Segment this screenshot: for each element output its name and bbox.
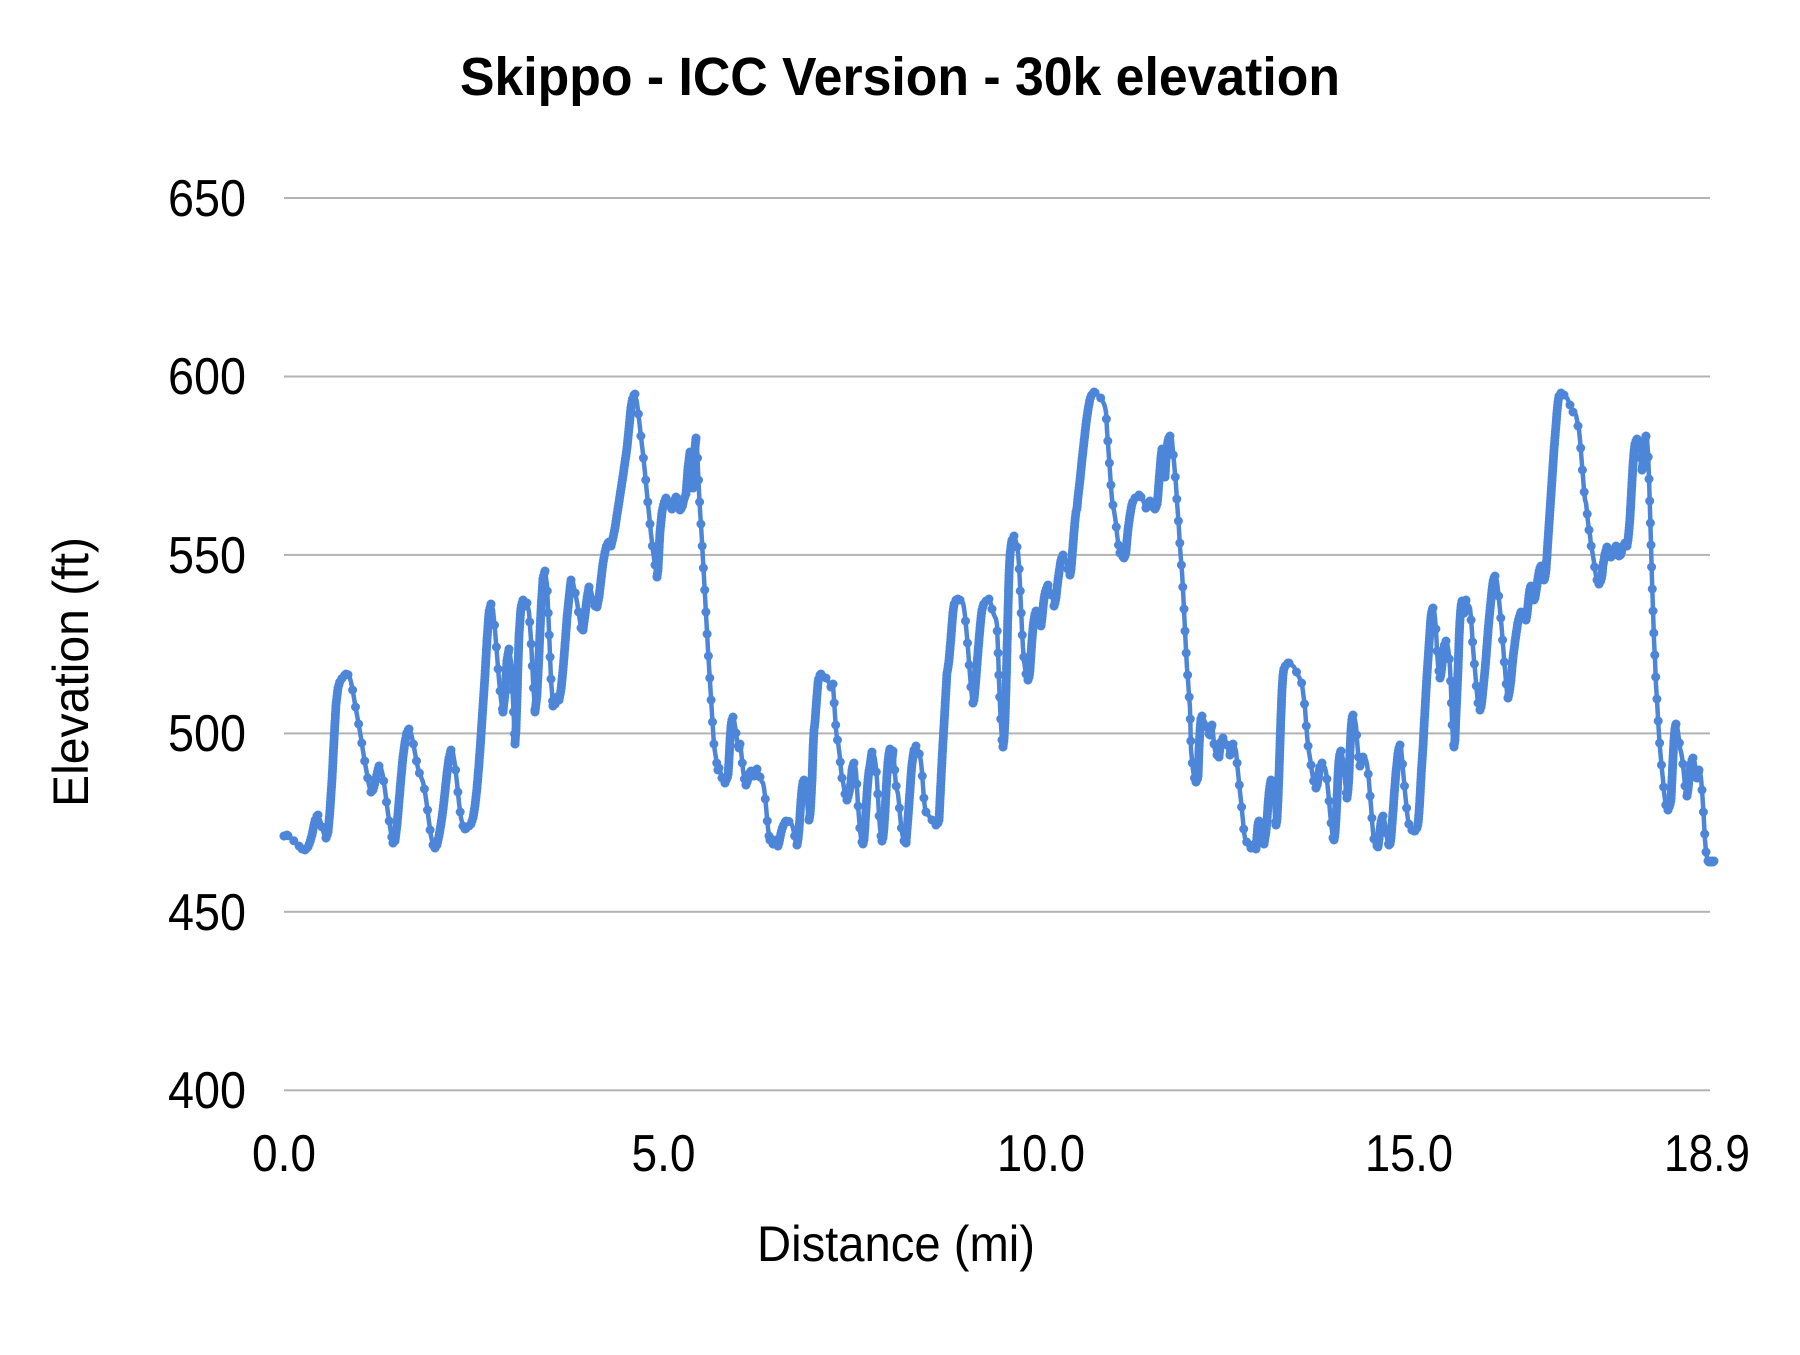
svg-text:650: 650	[168, 170, 246, 228]
svg-text:500: 500	[168, 705, 246, 763]
svg-text:0.0: 0.0	[252, 1125, 316, 1183]
svg-text:600: 600	[168, 348, 246, 406]
svg-text:15.0: 15.0	[1365, 1125, 1453, 1183]
svg-text:5.0: 5.0	[632, 1125, 696, 1183]
svg-text:550: 550	[168, 527, 246, 585]
svg-text:10.0: 10.0	[997, 1125, 1085, 1183]
svg-text:Elevation (ft): Elevation (ft)	[43, 537, 99, 807]
svg-text:Skippo - ICC Version - 30k ele: Skippo - ICC Version - 30k elevation	[460, 47, 1340, 107]
svg-text:450: 450	[168, 884, 246, 942]
svg-text:18.9: 18.9	[1664, 1125, 1750, 1183]
svg-text:Distance (mi): Distance (mi)	[757, 1216, 1035, 1272]
svg-text:400: 400	[168, 1062, 246, 1120]
